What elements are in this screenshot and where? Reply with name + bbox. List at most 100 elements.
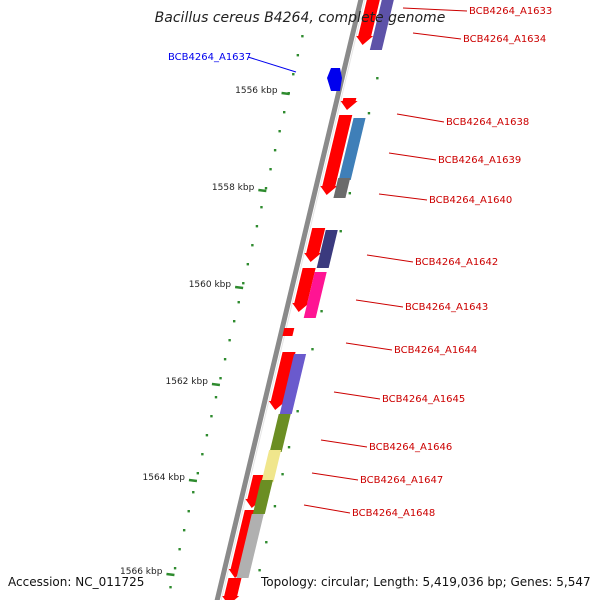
minor-tick (223, 358, 227, 361)
minor-tick (214, 396, 218, 399)
gene-label-connector (303, 504, 351, 514)
cds-feature (292, 268, 316, 312)
minor-tick (273, 149, 277, 152)
gene-label[interactable]: BCB4264_A1639 (438, 155, 521, 166)
gene-feature (316, 230, 338, 268)
cds-feature (222, 578, 242, 600)
minor-tick (348, 192, 352, 195)
major-tick (211, 382, 221, 387)
gene-label[interactable]: BCB4264_A1642 (415, 257, 498, 268)
major-tick (166, 572, 175, 577)
gene-label-connector (311, 472, 359, 481)
minor-tick (281, 473, 284, 476)
gene-feature (303, 272, 327, 318)
minor-tick (232, 320, 236, 323)
gene-label[interactable]: BCB4264_A1646 (369, 442, 452, 453)
minor-tick (265, 541, 268, 544)
gene-feature (252, 480, 273, 514)
gene-label[interactable]: BCB4264_A1637 (168, 52, 251, 63)
minor-tick (339, 230, 342, 233)
gene-label[interactable]: BCB4264_A1645 (382, 394, 465, 405)
gene-label[interactable]: BCB4264_A1647 (360, 475, 443, 486)
cds-feature (356, 0, 380, 45)
gene-feature (261, 450, 282, 482)
gene-label[interactable]: BCB4264_A1634 (463, 34, 546, 45)
gene-label-connector (333, 391, 381, 400)
minor-tick (246, 263, 250, 266)
minor-tick (264, 187, 268, 190)
minor-tick (376, 77, 379, 80)
minor-tick (178, 548, 181, 551)
minor-tick (258, 569, 261, 572)
minor-tick (287, 446, 291, 449)
minor-tick (219, 377, 222, 380)
tick-label: 1558 kbp (212, 183, 255, 193)
minor-tick (205, 434, 209, 437)
gene-label[interactable]: BCB4264_A1648 (352, 508, 435, 519)
genome-summary: Topology: circular; Length: 5,419,036 bp… (261, 575, 591, 589)
accession-label: Accession: NC_011725 (8, 575, 145, 589)
gene-label-connector (412, 32, 462, 40)
gene-label[interactable]: BCB4264_A1633 (469, 6, 552, 17)
minor-tick (173, 567, 177, 570)
major-tick (188, 478, 198, 483)
tick-track (169, 35, 379, 589)
gene-label-connector (320, 439, 368, 448)
gene-labels: BCB4264_A1633 BCB4264_A1634 BCB4264_A1637 B… (168, 6, 552, 519)
minor-tick (260, 206, 263, 209)
minor-tick (311, 348, 314, 351)
minor-tick (296, 410, 299, 413)
major-tick (281, 91, 290, 96)
major-tick (258, 188, 267, 193)
cds-feature (320, 115, 353, 195)
cds-feature (282, 328, 295, 336)
minor-tick (210, 415, 213, 418)
minor-tick (242, 282, 245, 285)
genome-backbone-inner (220, 0, 366, 600)
minor-tick (237, 301, 240, 304)
minor-tick (187, 510, 190, 513)
tick-label: 1560 kbp (189, 280, 232, 290)
tick-marks: 1556 kbp 1558 kbp 1560 kbp 1562 kbp 1564 kbp… (120, 86, 290, 577)
gene-feature (369, 0, 394, 50)
map-title: Bacillus cereus B4264, complete genome (155, 10, 446, 26)
minor-tick (269, 168, 272, 171)
tick-label: 1564 kbp (143, 473, 186, 483)
minor-tick (278, 130, 281, 133)
feature-track (222, 0, 394, 600)
gene-label-connector (378, 193, 428, 201)
minor-tick (182, 529, 186, 532)
minor-tick (282, 111, 286, 114)
gene-label-connector (345, 342, 393, 351)
gene-feature (269, 414, 291, 452)
minor-tick (292, 73, 295, 76)
minor-tick (228, 339, 231, 342)
minor-tick (255, 225, 259, 228)
minor-tick (196, 472, 200, 475)
gene-label[interactable]: BCB4264_A1640 (429, 195, 512, 206)
tick-label: 1562 kbp (166, 377, 209, 387)
minor-tick (201, 453, 204, 456)
gene-label-connector (402, 7, 468, 12)
gene-label[interactable]: BCB4264_A1638 (446, 117, 529, 128)
gene-feature (279, 354, 307, 414)
minor-tick (367, 112, 371, 115)
minor-tick (251, 244, 254, 247)
gene-feature (338, 118, 366, 180)
gene-label-connector (388, 152, 437, 161)
gene-label-connector (366, 254, 414, 263)
minor-tick (301, 35, 304, 38)
tick-label: 1556 kbp (235, 86, 278, 96)
minor-tick (273, 505, 277, 508)
major-tick (234, 285, 244, 290)
minor-tick (296, 54, 300, 57)
gene-label[interactable]: BCB4264_A1643 (405, 302, 488, 313)
gene-feature (333, 178, 351, 198)
gene-feature (236, 514, 264, 578)
minor-tick (169, 586, 172, 589)
gene-label-connector (355, 299, 404, 308)
cds-feature (304, 228, 326, 262)
gene-label[interactable]: BCB4264_A1644 (394, 345, 477, 356)
